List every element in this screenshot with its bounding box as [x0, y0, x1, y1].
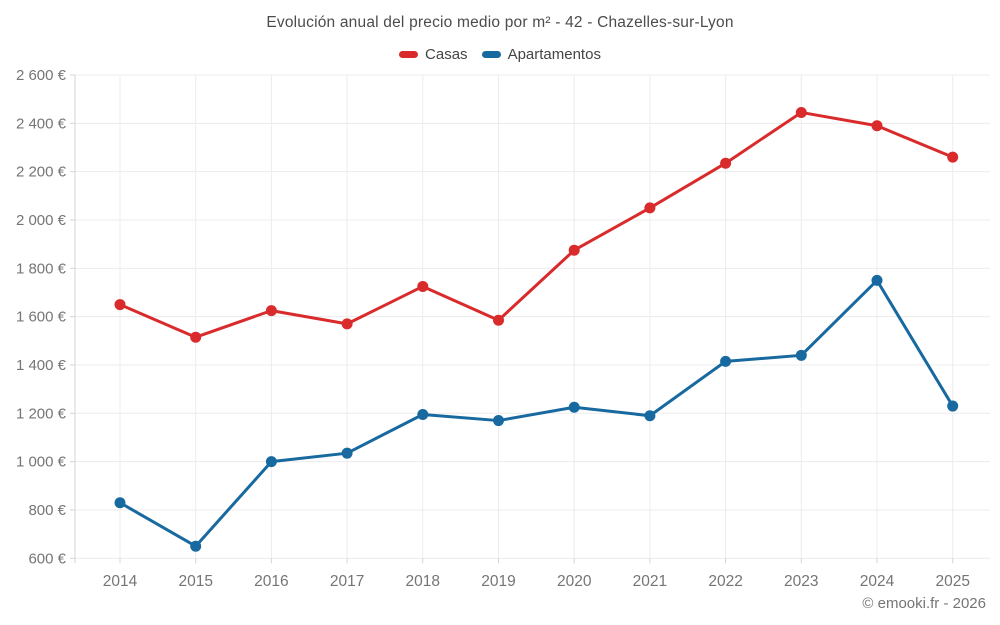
point-apartamentos-2022[interactable]	[720, 355, 732, 367]
x-tick-label-2016: 2016	[254, 573, 288, 590]
point-casas-2015[interactable]	[190, 331, 202, 343]
point-apartamentos-2018[interactable]	[417, 409, 429, 421]
x-tick-label-2024: 2024	[860, 573, 895, 590]
x-tick-label-2023: 2023	[784, 573, 818, 590]
x-tick-label-2015: 2015	[178, 573, 212, 590]
point-casas-2020[interactable]	[568, 244, 580, 256]
point-apartamentos-2017[interactable]	[341, 447, 353, 459]
x-tick-label-2025: 2025	[935, 573, 969, 590]
legend-item-casas[interactable]: Casas	[399, 46, 468, 63]
point-casas-2024[interactable]	[871, 120, 883, 132]
point-casas-2023[interactable]	[795, 106, 807, 118]
y-tick-label-1400: 1 400 €	[16, 357, 67, 374]
legend-label-apartamentos: Apartamentos	[507, 46, 601, 63]
point-casas-2014[interactable]	[114, 299, 126, 311]
x-tick-label-2019: 2019	[481, 573, 515, 590]
y-tick-label-2600: 2 600 €	[16, 67, 67, 84]
x-tick-label-2014: 2014	[103, 573, 138, 590]
y-tick-label-2200: 2 200 €	[16, 164, 67, 181]
point-apartamentos-2019[interactable]	[493, 415, 504, 427]
point-apartamentos-2020[interactable]	[568, 401, 580, 413]
point-apartamentos-2014[interactable]	[114, 497, 126, 509]
point-casas-2022[interactable]	[720, 157, 732, 169]
legend-item-apartamentos[interactable]: Apartamentos	[481, 46, 601, 63]
point-apartamentos-2025[interactable]	[947, 400, 959, 412]
point-apartamentos-2015[interactable]	[190, 540, 202, 552]
x-tick-label-2020: 2020	[557, 573, 592, 590]
copyright-footer: © emooki.fr - 2026	[862, 595, 986, 612]
apartamentos-color-swatch	[481, 51, 501, 58]
y-tick-label-600: 600 €	[28, 550, 66, 567]
y-tick-label-1800: 1 800 €	[16, 260, 67, 277]
point-apartamentos-2023[interactable]	[795, 349, 807, 361]
y-tick-label-1000: 1 000 €	[16, 454, 67, 471]
point-casas-2019[interactable]	[493, 314, 504, 326]
point-casas-2017[interactable]	[341, 318, 353, 330]
point-casas-2021[interactable]	[644, 202, 656, 214]
chart-legend: Casas Apartamentos	[0, 46, 1000, 63]
point-casas-2016[interactable]	[265, 305, 277, 317]
y-tick-label-1200: 1 200 €	[16, 405, 67, 422]
chart-title: Evolución anual del precio medio por m² …	[266, 14, 734, 31]
y-tick-label-2400: 2 400 €	[16, 115, 67, 132]
y-tick-label-800: 800 €	[28, 502, 66, 519]
point-casas-2018[interactable]	[417, 280, 429, 292]
legend-label-casas: Casas	[425, 46, 468, 63]
point-apartamentos-2016[interactable]	[265, 456, 277, 468]
x-tick-label-2018: 2018	[406, 573, 440, 590]
x-tick-label-2022: 2022	[708, 573, 742, 590]
point-apartamentos-2024[interactable]	[871, 274, 883, 286]
y-tick-label-2000: 2 000 €	[16, 212, 67, 229]
point-apartamentos-2021[interactable]	[644, 410, 656, 422]
point-casas-2025[interactable]	[947, 151, 959, 163]
x-tick-label-2021: 2021	[633, 573, 667, 590]
x-tick-label-2017: 2017	[330, 573, 364, 590]
series-line-apartamentos	[118, 278, 955, 548]
y-tick-label-1600: 1 600 €	[16, 309, 67, 326]
casas-color-swatch	[399, 51, 419, 58]
series-line-casas	[118, 110, 955, 339]
